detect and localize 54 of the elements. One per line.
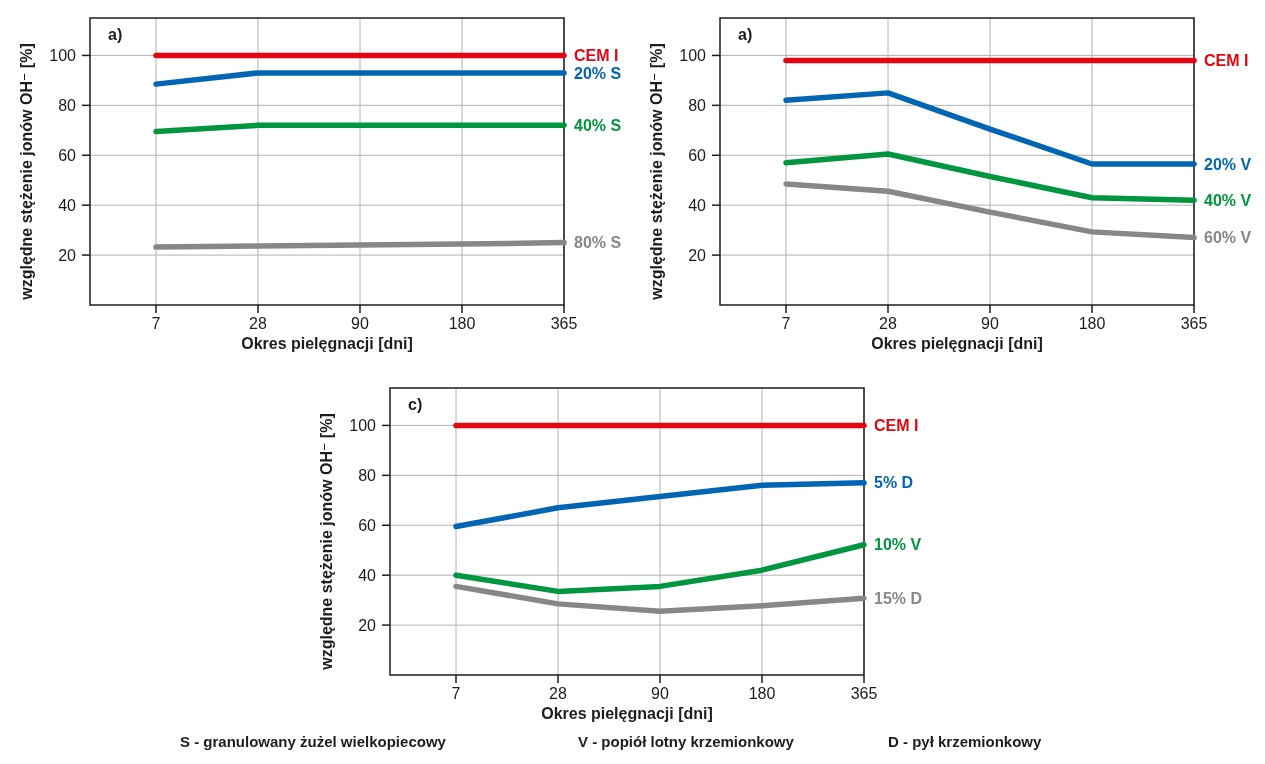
series-label: 40% S (574, 116, 622, 134)
x-tick-label: 365 (1180, 315, 1208, 332)
annotation: a) (738, 26, 753, 43)
series-label: 80% S (574, 234, 622, 252)
x-tick-label: 180 (1078, 315, 1106, 332)
y-axis-title: względne stężenie jonów OH⁻ [%] (318, 413, 335, 671)
series-label: 5% D (874, 474, 914, 492)
text: S - granulowany żużel wielkopiecowy (180, 733, 447, 750)
series-label: CEM I (874, 417, 919, 435)
series-label: CEM I (1204, 52, 1249, 70)
series-label: 40% V (1204, 191, 1252, 209)
x-axis-title: Okres pielęgnacji [dni] (871, 335, 1043, 352)
text: D - pył krzemionkowy (888, 733, 1043, 750)
y-axis-title: względne stężenie jonów OH⁻ [%] (18, 43, 35, 301)
y-tick-label: 80 (58, 96, 77, 114)
x-axis-title: Okres pielęgnacji [dni] (241, 335, 413, 352)
y-tick-label: 100 (349, 417, 377, 435)
y-tick-label: 20 (358, 616, 377, 634)
x-tick-label: 28 (879, 315, 897, 332)
x-tick-label: 7 (781, 315, 791, 332)
text: V - popiół lotny krzemionkowy (578, 733, 795, 750)
y-tick-label: 60 (358, 516, 377, 534)
y-tick-label: 100 (679, 47, 707, 65)
y-tick-label: 40 (688, 196, 707, 214)
annotation: a) (108, 26, 123, 43)
x-tick-label: 365 (550, 315, 578, 332)
y-tick-label: 80 (358, 466, 377, 484)
x-tick-label: 7 (451, 685, 461, 702)
x-tick-label: 28 (549, 685, 567, 702)
x-tick-label: 365 (850, 685, 878, 702)
y-tick-label: 40 (358, 566, 377, 584)
x-tick-label: 180 (748, 685, 776, 702)
y-tick-label: 20 (58, 246, 77, 264)
y-tick-label: 60 (688, 146, 707, 164)
x-tick-label: 28 (249, 315, 267, 332)
series-label: 15% D (874, 589, 923, 607)
x-axis-title: Okres pielęgnacji [dni] (541, 705, 713, 722)
series-label: 10% V (874, 536, 922, 554)
y-tick-label: 80 (688, 96, 707, 114)
x-tick-label: 7 (151, 315, 161, 332)
series-label: 60% V (1204, 229, 1252, 247)
series-label: 20% V (1204, 155, 1252, 173)
x-tick-label: 90 (351, 315, 369, 332)
y-axis-title: względne stężenie jonów OH⁻ [%] (648, 43, 665, 301)
series-label: 20% S (574, 64, 622, 82)
x-tick-label: 90 (651, 685, 669, 702)
x-tick-label: 90 (981, 315, 999, 332)
annotation: c) (408, 396, 423, 413)
y-tick-label: 60 (58, 146, 77, 164)
y-tick-label: 40 (58, 196, 77, 214)
y-tick-label: 20 (688, 246, 707, 264)
series-label: CEM I (574, 47, 619, 65)
y-tick-label: 100 (49, 47, 77, 65)
x-tick-label: 180 (448, 315, 476, 332)
